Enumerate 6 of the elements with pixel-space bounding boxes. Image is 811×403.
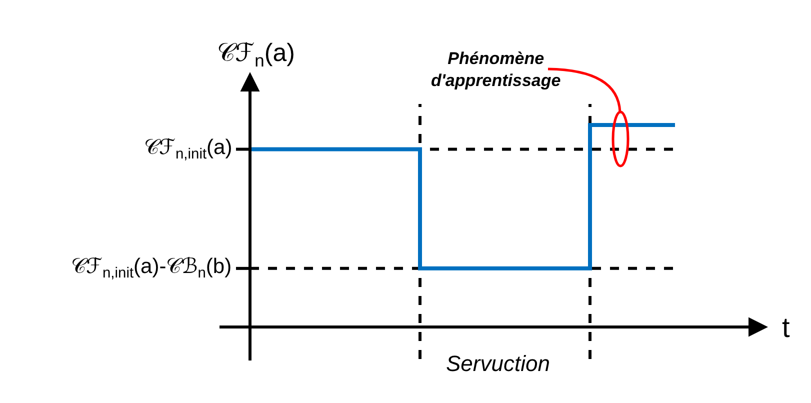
text: Servuction	[446, 351, 550, 376]
y-axis-title: 𝒞ℱ$_{n}$(a)	[217, 39, 295, 70]
text: Phénomène d'apprentissage	[431, 49, 561, 90]
ref-line-label: 𝒞ℱ$_{n,init}$(a)	[144, 136, 232, 162]
ref-line-label: 𝒞ℱ$_{n,init}$(a)-𝒞ℬ$_{n}$(b)	[71, 255, 232, 282]
x-axis-title: t	[782, 312, 790, 343]
